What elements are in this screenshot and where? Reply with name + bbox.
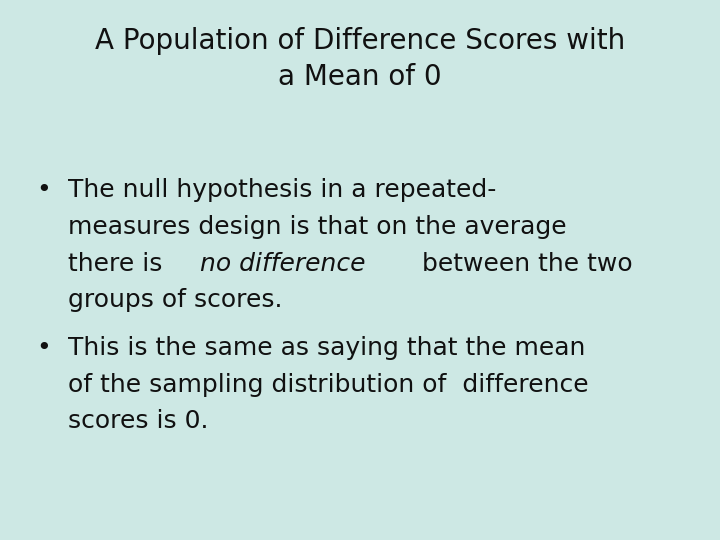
- Text: of the sampling distribution of  difference: of the sampling distribution of differen…: [68, 373, 589, 396]
- Text: between the two: between the two: [414, 252, 633, 275]
- Text: This is the same as saying that the mean: This is the same as saying that the mean: [68, 336, 586, 360]
- Text: groups of scores.: groups of scores.: [68, 288, 283, 312]
- Text: there is: there is: [68, 252, 171, 275]
- Text: The null hypothesis in a repeated-: The null hypothesis in a repeated-: [68, 178, 497, 202]
- Text: A Population of Difference Scores with
a Mean of 0: A Population of Difference Scores with a…: [95, 27, 625, 91]
- Text: scores is 0.: scores is 0.: [68, 409, 209, 433]
- Text: •: •: [36, 178, 50, 202]
- Text: •: •: [36, 336, 50, 360]
- Text: measures design is that on the average: measures design is that on the average: [68, 215, 567, 239]
- Text: no difference: no difference: [200, 252, 366, 275]
